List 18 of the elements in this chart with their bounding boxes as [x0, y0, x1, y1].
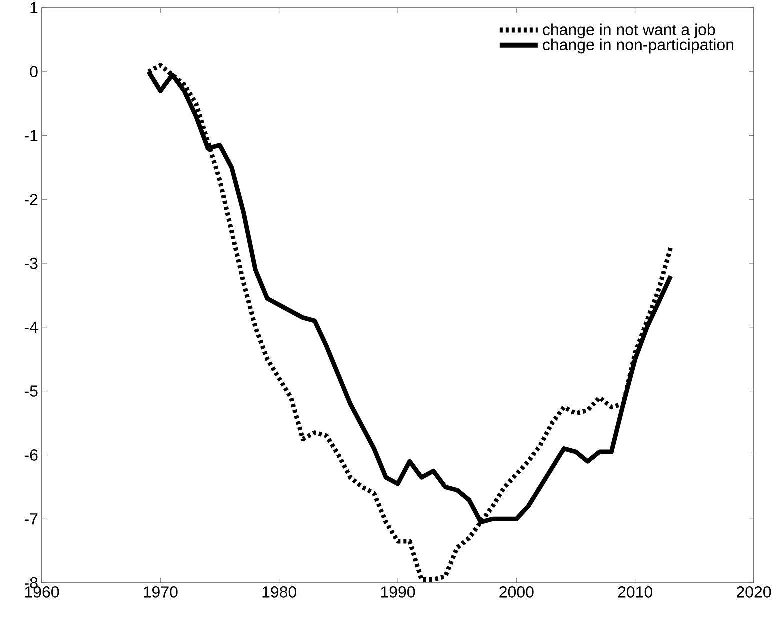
legend-label: change in non-participation [543, 38, 734, 54]
x-tick-label: 2000 [500, 586, 534, 598]
y-tick-label: -6 [24, 450, 38, 461]
x-tick-label: 1990 [381, 586, 416, 598]
y-tick-label: -1 [24, 130, 38, 142]
y-tick-label: -4 [24, 322, 38, 333]
x-tick-label: 1960 [25, 586, 60, 598]
x-tick-label: 1980 [262, 586, 296, 598]
x-tick-label: 2010 [618, 586, 652, 598]
y-tick-label: -3 [24, 258, 38, 270]
y-tick-label: 1 [30, 2, 38, 14]
x-tick-label: 1970 [144, 586, 178, 598]
x-tick-label: 2020 [737, 586, 772, 598]
y-tick-label: 0 [30, 66, 38, 78]
y-tick-label: -5 [24, 386, 38, 397]
legend-label: change in not want a job [543, 24, 716, 39]
y-tick-label: -7 [24, 514, 38, 525]
y-tick-label: -2 [24, 194, 38, 206]
